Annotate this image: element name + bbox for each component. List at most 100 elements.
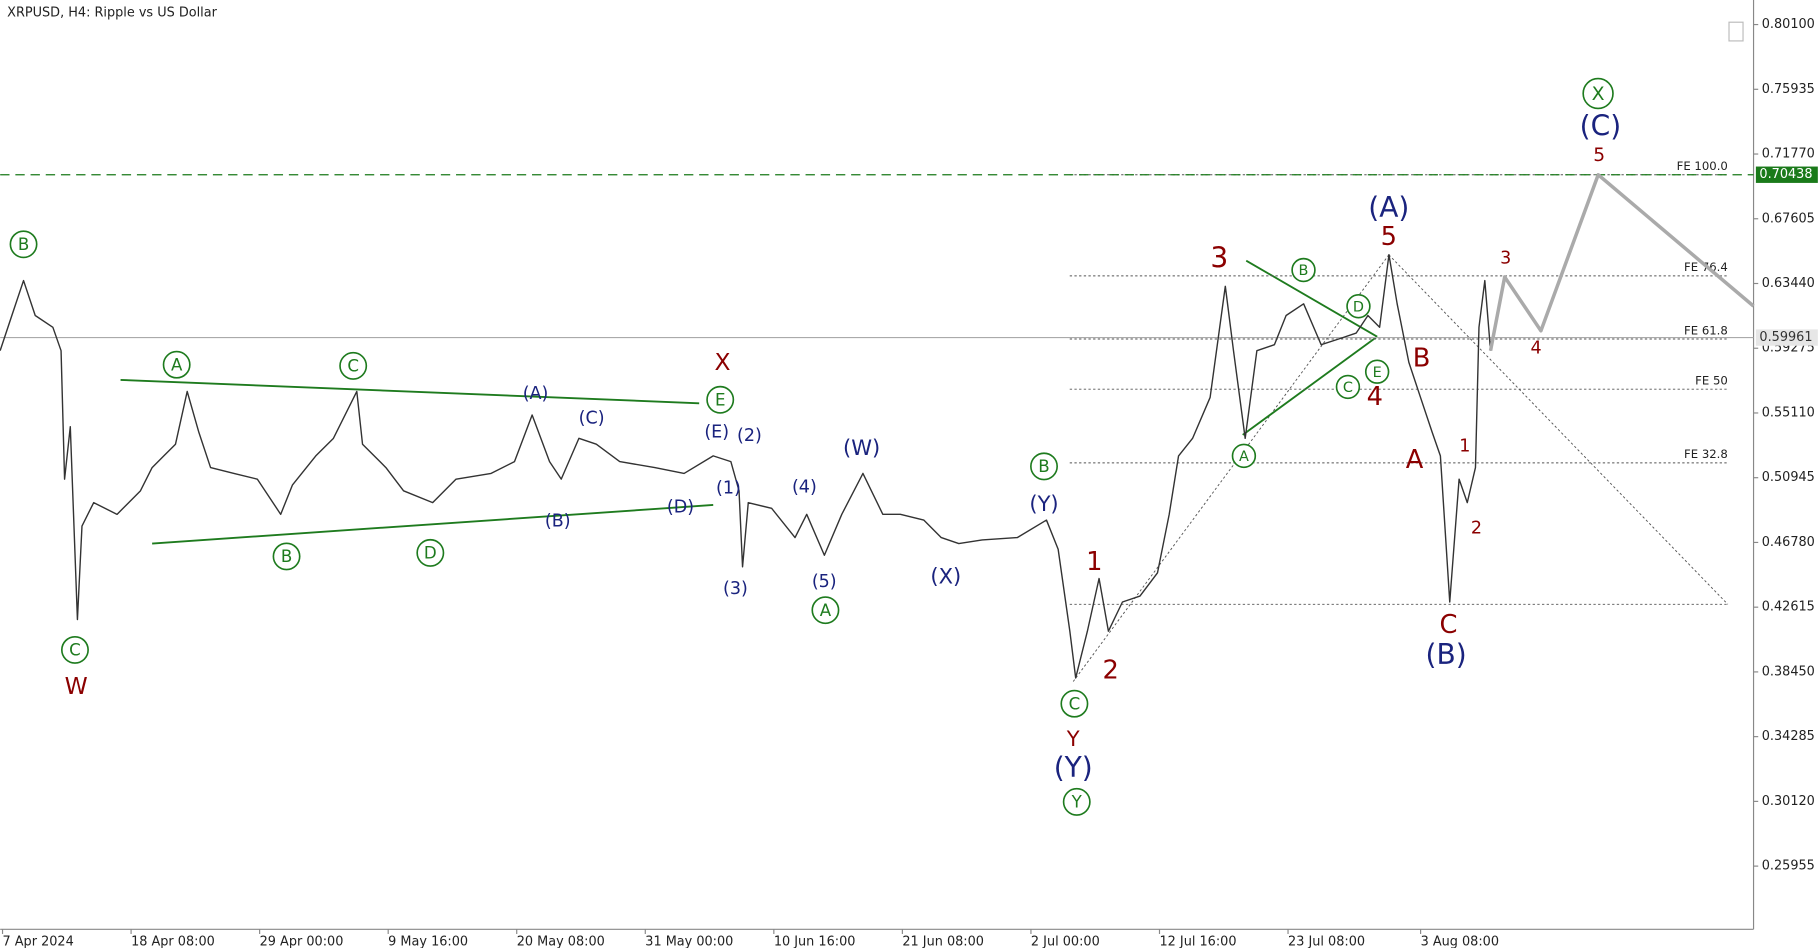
wave-label: A — [1406, 445, 1424, 475]
wave-label: 3 — [1500, 248, 1511, 268]
plot-area — [120, 254, 1729, 682]
y-tick-label: 0.34285 — [1762, 729, 1815, 744]
price-line-series — [0, 254, 1492, 679]
wave-label: (C) — [579, 408, 605, 428]
wave-circle — [339, 351, 368, 380]
y-tick-label: 0.42615 — [1762, 600, 1815, 615]
wave-label: (3) — [723, 579, 748, 599]
y-tick-label: 0.50945 — [1762, 470, 1815, 485]
y-tick-label: 0.80100 — [1762, 17, 1815, 32]
wave-circle — [1582, 77, 1614, 110]
price-label: 0.59961 — [1759, 330, 1812, 345]
wave-label: A — [1239, 449, 1249, 465]
level-label: FE 32.8 — [1684, 447, 1728, 461]
trend-line — [152, 504, 714, 545]
wave-circle — [1231, 443, 1257, 469]
wave-label: 5 — [1593, 145, 1605, 166]
level-label: FE 50 — [1695, 374, 1728, 388]
chart-title: XRPUSD, H4: Ripple vs US Dollar — [7, 5, 217, 20]
wave-label: (A) — [1368, 191, 1409, 224]
wave-label: C — [1439, 610, 1457, 640]
wave-label: 1 — [1459, 437, 1470, 457]
wave-label: X — [1592, 83, 1605, 105]
wave-label: (Y) — [1029, 491, 1058, 516]
y-tick-label: 0.30120 — [1762, 794, 1815, 809]
wave-circle — [416, 538, 445, 567]
wave-circle — [1335, 374, 1361, 400]
x-tick-label: 29 Apr 00:00 — [260, 935, 344, 948]
y-tick-label: 0.71770 — [1762, 147, 1815, 162]
wave-label: C — [69, 641, 81, 660]
price-box — [1755, 329, 1818, 346]
wave-label: C — [347, 357, 359, 376]
wave-circle — [162, 350, 191, 379]
wave-label: (D) — [667, 497, 694, 517]
wave-label: D — [1353, 299, 1364, 315]
x-tick-label: 31 May 00:00 — [645, 935, 733, 948]
wave-label: 1 — [1086, 547, 1102, 577]
wave-label: 2 — [1102, 655, 1118, 685]
y-tick-label: 0.67605 — [1762, 211, 1815, 226]
level-label: FE 100.0 — [1677, 159, 1728, 173]
y-tick-label: 0.55110 — [1762, 405, 1815, 420]
wave-circle — [1291, 257, 1316, 283]
x-tick-label: 21 Jun 08:00 — [902, 935, 984, 948]
wave-label: (X) — [930, 563, 961, 588]
wave-label: (1) — [716, 479, 741, 499]
wave-label: W — [65, 672, 88, 700]
wave-label: 2 — [1471, 518, 1482, 538]
x-tick-label: 2 Jul 00:00 — [1031, 935, 1100, 948]
x-tick-label: 20 May 08:00 — [517, 935, 605, 948]
wave-circle — [272, 542, 301, 571]
wave-label: 4 — [1531, 338, 1542, 358]
wave-label: X — [715, 348, 731, 376]
y-tick-label: 0.75935 — [1762, 82, 1815, 97]
level-label: FE 61.8 — [1684, 323, 1728, 337]
wave-label: 3 — [1210, 242, 1228, 275]
wave-label: C — [1069, 694, 1081, 713]
x-tick-label: 18 Apr 08:00 — [131, 935, 215, 948]
x-tick-label: 9 May 16:00 — [388, 935, 468, 948]
wave-circle — [1364, 359, 1390, 384]
wave-label: B — [281, 547, 292, 566]
wave-label: A — [171, 355, 183, 374]
y-tick-label: 0.63440 — [1762, 276, 1815, 291]
forecast-line — [1488, 173, 1755, 352]
wave-circle — [1030, 452, 1058, 481]
wave-label: B — [18, 235, 29, 254]
wave-circle — [1062, 787, 1091, 816]
wave-circle — [811, 596, 840, 625]
wave-label: (5) — [812, 572, 837, 592]
wave-label: D — [424, 544, 437, 563]
price-box — [1755, 166, 1818, 183]
wave-label: (4) — [792, 477, 817, 497]
wave-label: (E) — [704, 423, 729, 443]
x-tick-label: 7 Apr 2024 — [3, 935, 74, 948]
wave-label: B — [1038, 457, 1049, 476]
trend-line — [1245, 259, 1378, 338]
wave-label: (2) — [737, 426, 762, 446]
wave-label: B — [1413, 343, 1431, 373]
x-tick-label: 12 Jul 16:00 — [1159, 935, 1236, 948]
chart-icon[interactable] — [1728, 21, 1744, 42]
fib-line — [1388, 254, 1729, 605]
wave-label: (B) — [1426, 638, 1467, 671]
wave-label: E — [715, 390, 726, 409]
wave-label: 4 — [1367, 382, 1383, 412]
wave-circle — [1346, 294, 1371, 319]
wave-circle — [1060, 689, 1089, 718]
wave-label: C — [1343, 380, 1353, 396]
wave-label: (W) — [843, 435, 880, 460]
wave-label: E — [1373, 365, 1382, 381]
y-tick-label: 0.46780 — [1762, 535, 1815, 550]
wave-label: (Y) — [1054, 751, 1093, 784]
wave-label: (B) — [545, 511, 571, 531]
wave-label: 5 — [1381, 222, 1397, 252]
trend-line — [120, 378, 700, 405]
wave-circle — [61, 635, 89, 664]
price-label: 0.70438 — [1759, 167, 1812, 182]
wave-label: Y — [1071, 793, 1083, 812]
y-tick-label: 0.38450 — [1762, 664, 1815, 679]
